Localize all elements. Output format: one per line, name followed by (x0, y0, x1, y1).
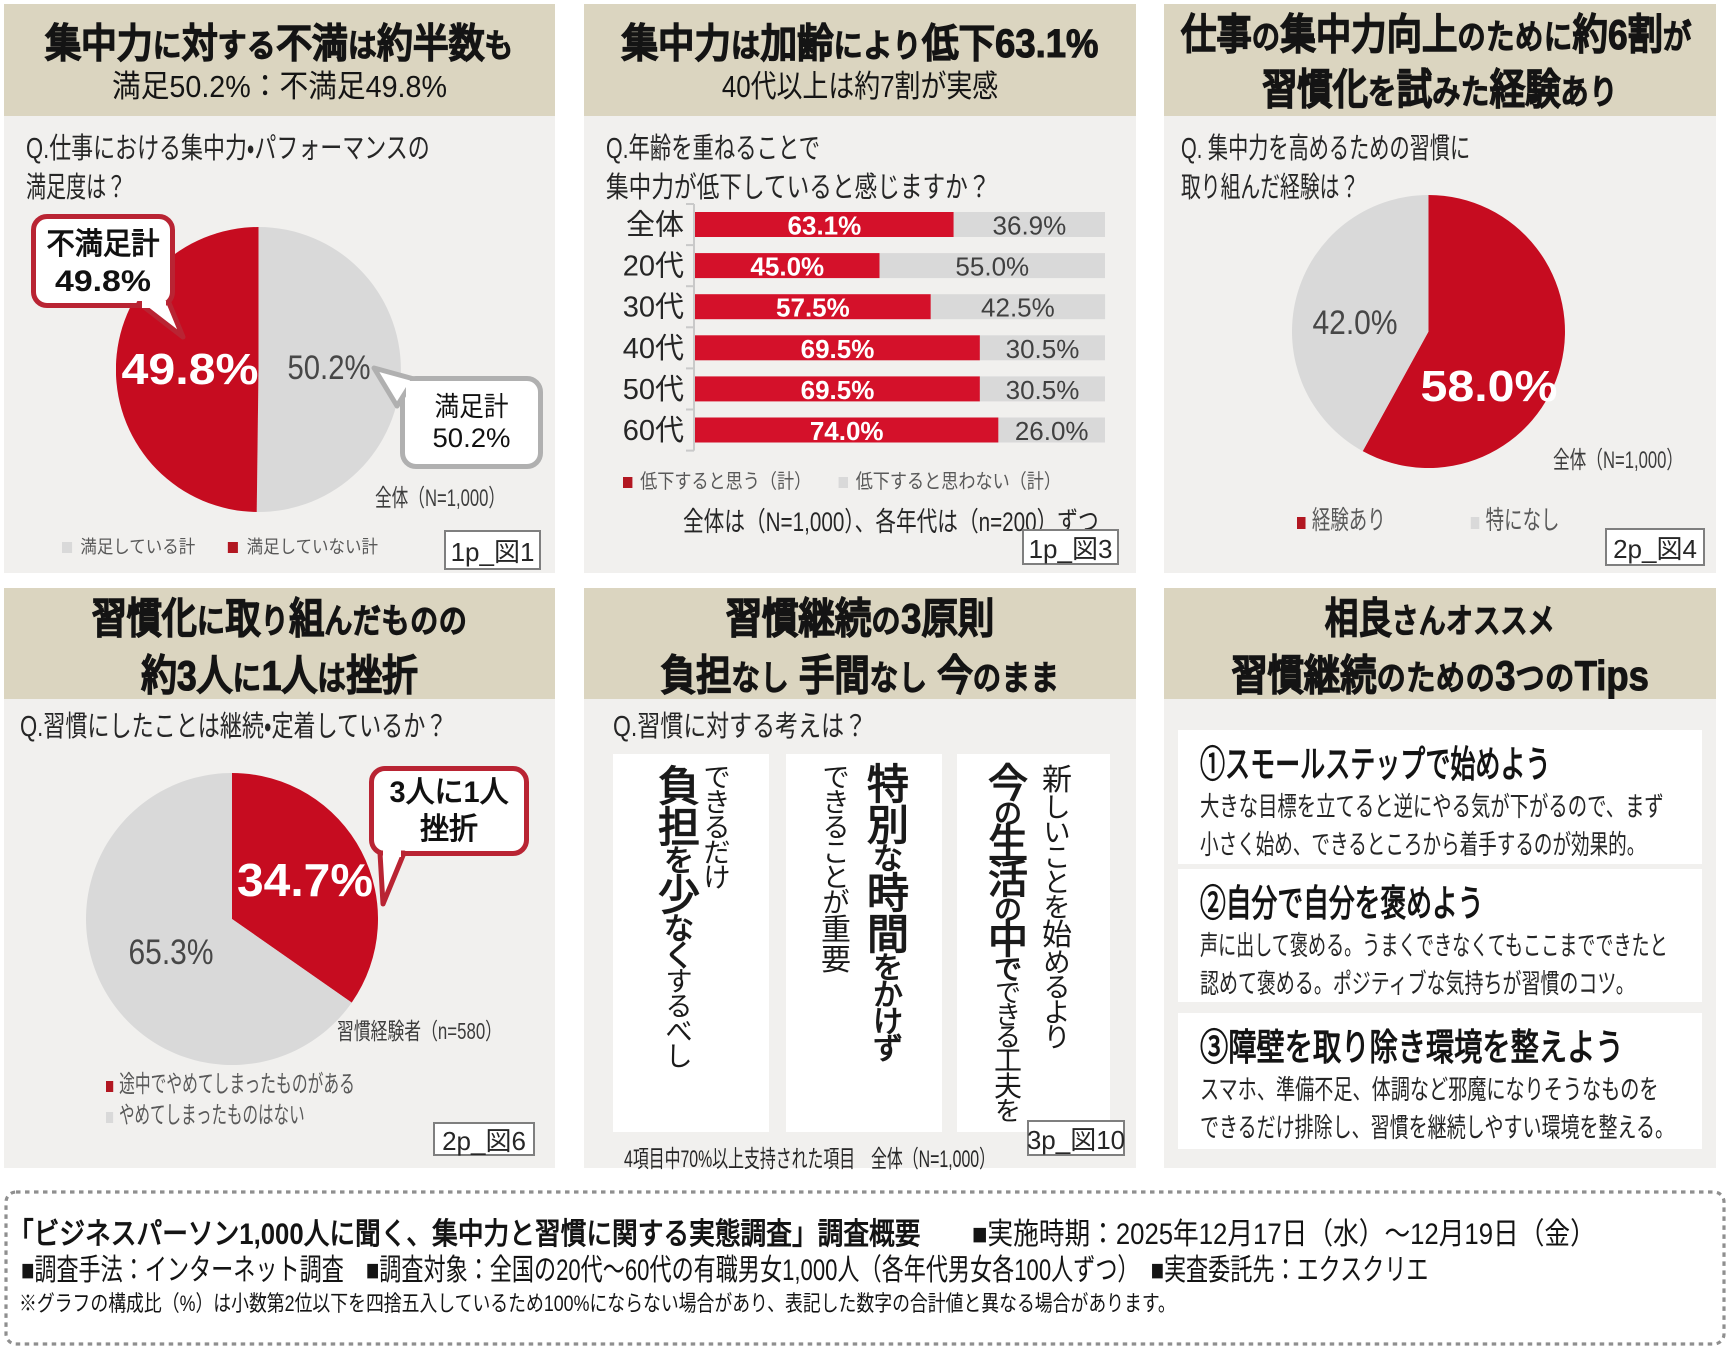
svg-text:69.5%: 69.5% (801, 334, 875, 364)
svg-text:50代: 50代 (623, 374, 684, 406)
svg-text:全体: 全体 (626, 209, 684, 242)
svg-text:30.5%: 30.5% (1006, 375, 1080, 405)
svg-text:40代: 40代 (623, 333, 684, 365)
svg-text:57.5%: 57.5% (776, 293, 850, 323)
svg-text:60代: 60代 (623, 415, 684, 447)
svg-text:55.0%: 55.0% (955, 252, 1029, 282)
svg-text:74.0%: 74.0% (810, 416, 884, 446)
svg-text:20代: 20代 (623, 251, 684, 283)
svg-text:36.9%: 36.9% (993, 211, 1067, 241)
svg-text:63.1%: 63.1% (788, 211, 862, 241)
svg-text:69.5%: 69.5% (801, 375, 875, 405)
svg-text:30.5%: 30.5% (1006, 334, 1080, 364)
svg-text:26.0%: 26.0% (1015, 416, 1089, 446)
svg-text:30代: 30代 (623, 292, 684, 324)
svg-text:42.5%: 42.5% (981, 293, 1055, 323)
svg-text:45.0%: 45.0% (750, 252, 824, 282)
